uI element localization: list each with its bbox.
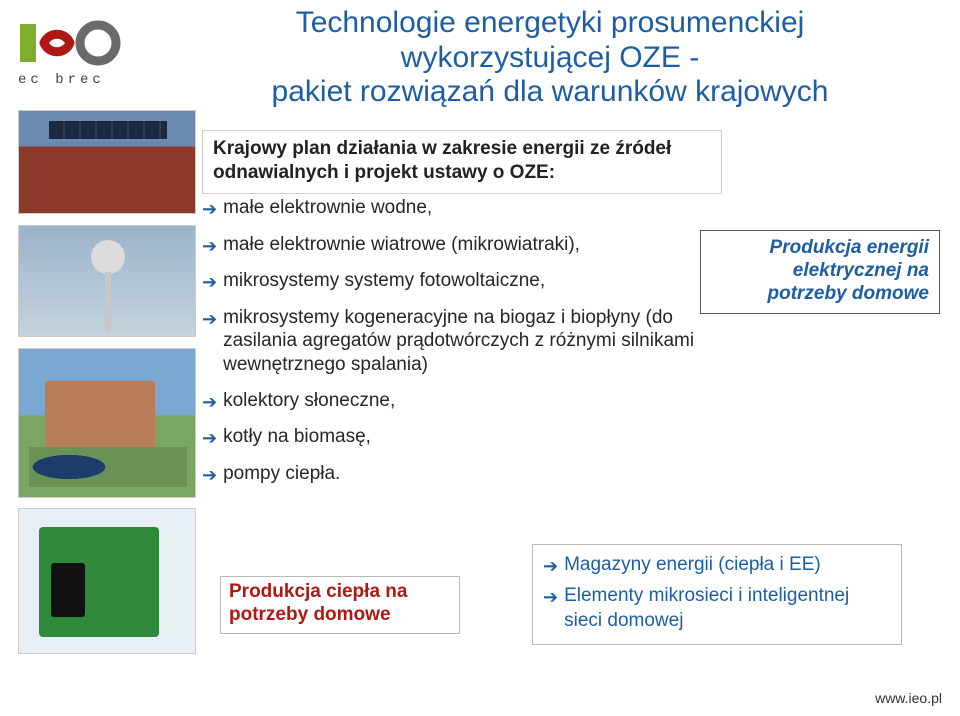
image-biomass-boiler	[18, 508, 196, 654]
page-title: Technologie energetyki prosumenckiejwyko…	[160, 6, 940, 110]
heat-production-box: Produkcja ciepła na potrzeby domowe	[220, 576, 460, 634]
bullet-arrow-icon: ➔	[202, 391, 217, 414]
image-house-heatpump	[18, 348, 196, 498]
footer-url: www.ieo.pl	[875, 690, 942, 706]
bullet-arrow-icon: ➔	[202, 464, 217, 487]
list-item: ➔ pompy ciepła.	[202, 462, 722, 487]
subtitle-box: Krajowy plan działania w zakresie energi…	[202, 130, 722, 194]
list-item-text: pompy ciepła.	[223, 462, 340, 486]
storage-item: ➔ Magazyny energii (ciepła i EE)	[543, 553, 891, 578]
list-item: ➔ mikrosystemy systemy fotowoltaiczne,	[202, 269, 722, 294]
electricity-production-box: Produkcja energii elektrycznej na potrze…	[700, 230, 940, 314]
storage-item-text: Elementy mikrosieci i inteligentnej siec…	[564, 584, 891, 633]
bullet-arrow-icon: ➔	[202, 427, 217, 450]
bullet-arrow-icon: ➔	[202, 198, 217, 221]
storage-box: ➔ Magazyny energii (ciepła i EE) ➔ Element…	[532, 544, 902, 645]
storage-item: ➔ Elementy mikrosieci i inteligentnej sie…	[543, 584, 891, 633]
list-item: ➔ małe elektrownie wiatrowe (mikrowiatrak…	[202, 233, 722, 258]
logo-ieo-icon	[18, 18, 128, 68]
list-item: ➔ kotły na biomasę,	[202, 425, 722, 450]
subtitle-text: Krajowy plan działania w zakresie energi…	[213, 138, 671, 183]
bullet-arrow-icon: ➔	[202, 271, 217, 294]
list-item: ➔ małe elektrownie wodne,	[202, 196, 722, 221]
list-item-text: kolektory słoneczne,	[223, 389, 395, 413]
list-item-text: mikrosystemy systemy fotowoltaiczne,	[223, 269, 545, 293]
list-item-text: małe elektrownie wodne,	[223, 196, 432, 220]
title-line1: Technologie energetyki prosumenckiejwyko…	[272, 6, 829, 108]
list-item-text: mikrosystemy kogeneracyjne na biogaz i b…	[223, 306, 722, 377]
image-solar-roof	[18, 110, 196, 214]
list-item: ➔ kolektory słoneczne,	[202, 389, 722, 414]
bullet-arrow-icon: ➔	[202, 235, 217, 258]
bullet-arrow-icon: ➔	[202, 308, 217, 331]
list-item-text: małe elektrownie wiatrowe (mikrowiatraki…	[223, 233, 580, 257]
heat-box-text: Produkcja ciepła na potrzeby domowe	[229, 581, 407, 625]
main-list: ➔ małe elektrownie wodne, ➔ małe elektrown…	[202, 196, 722, 498]
list-item-text: kotły na biomasę,	[223, 425, 371, 449]
logo-subtext: ec brec	[18, 72, 138, 88]
logo: ec brec	[18, 18, 138, 88]
image-wind-turbine	[18, 225, 196, 337]
elec-box-text: Produkcja energii elektrycznej na potrze…	[767, 237, 929, 304]
bullet-arrow-icon: ➔	[543, 555, 558, 578]
bullet-arrow-icon: ➔	[543, 586, 558, 609]
storage-item-text: Magazyny energii (ciepła i EE)	[564, 553, 821, 578]
list-item: ➔ mikrosystemy kogeneracyjne na biogaz i …	[202, 306, 722, 377]
